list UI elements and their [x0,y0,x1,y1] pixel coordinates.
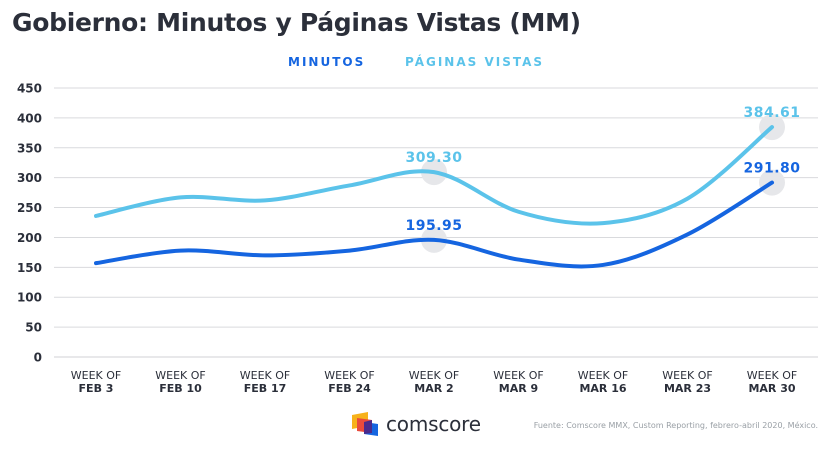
x-tick-label: WEEK OF [578,369,628,382]
series-line-paginas-vistas [94,125,774,226]
y-tick-label: 200 [17,231,42,245]
x-tick-label: MAR 30 [748,382,795,395]
legend-item-minutos: MINUTOS [288,55,366,69]
x-tick-label: WEEK OF [493,369,543,382]
x-tick-label: MAR 23 [664,382,711,395]
source-note: Fuente: Comscore MMX, Custom Reporting, … [533,421,818,430]
x-tick-label: MAR 16 [579,382,626,395]
y-tick-label: 100 [17,291,42,305]
legend: MINUTOS PÁGINAS VISTAS [0,55,832,71]
x-tick-label: FEB 17 [244,382,287,395]
x-tick-label: MAR 9 [499,382,538,395]
y-tick-label: 450 [17,82,42,96]
y-tick-label: 400 [17,111,42,125]
x-tick-label: FEB 3 [79,382,114,395]
series-line-minutos [94,180,774,269]
data-label: 309.30 [405,150,462,166]
data-label: 291.80 [743,161,800,177]
y-tick-label: 300 [17,171,42,185]
data-label: 195.95 [405,218,462,234]
y-tick-label: 250 [17,201,42,215]
x-tick-label: WEEK OF [409,369,459,382]
y-tick-label: 350 [17,141,42,155]
data-label: 384.61 [743,105,800,121]
x-tick-label: MAR 2 [414,382,453,395]
x-tick-label: WEEK OF [240,369,290,382]
x-tick-label: WEEK OF [747,369,797,382]
legend-item-paginas-vistas: PÁGINAS VISTAS [405,55,545,69]
x-tick-label: FEB 24 [328,382,371,395]
x-tick-label: WEEK OF [155,369,205,382]
x-tick-label: WEEK OF [71,369,121,382]
x-tick-label: WEEK OF [662,369,712,382]
comscore-logo-text: comscore [386,412,481,436]
x-tick-label: FEB 10 [159,382,202,395]
comscore-logo-icon [352,412,378,436]
y-tick-label: 0 [34,351,42,365]
y-tick-label: 150 [17,261,42,275]
y-tick-label: 50 [25,321,42,335]
x-tick-label: WEEK OF [324,369,374,382]
chart-title: Gobierno: Minutos y Páginas Vistas (MM) [12,8,581,37]
